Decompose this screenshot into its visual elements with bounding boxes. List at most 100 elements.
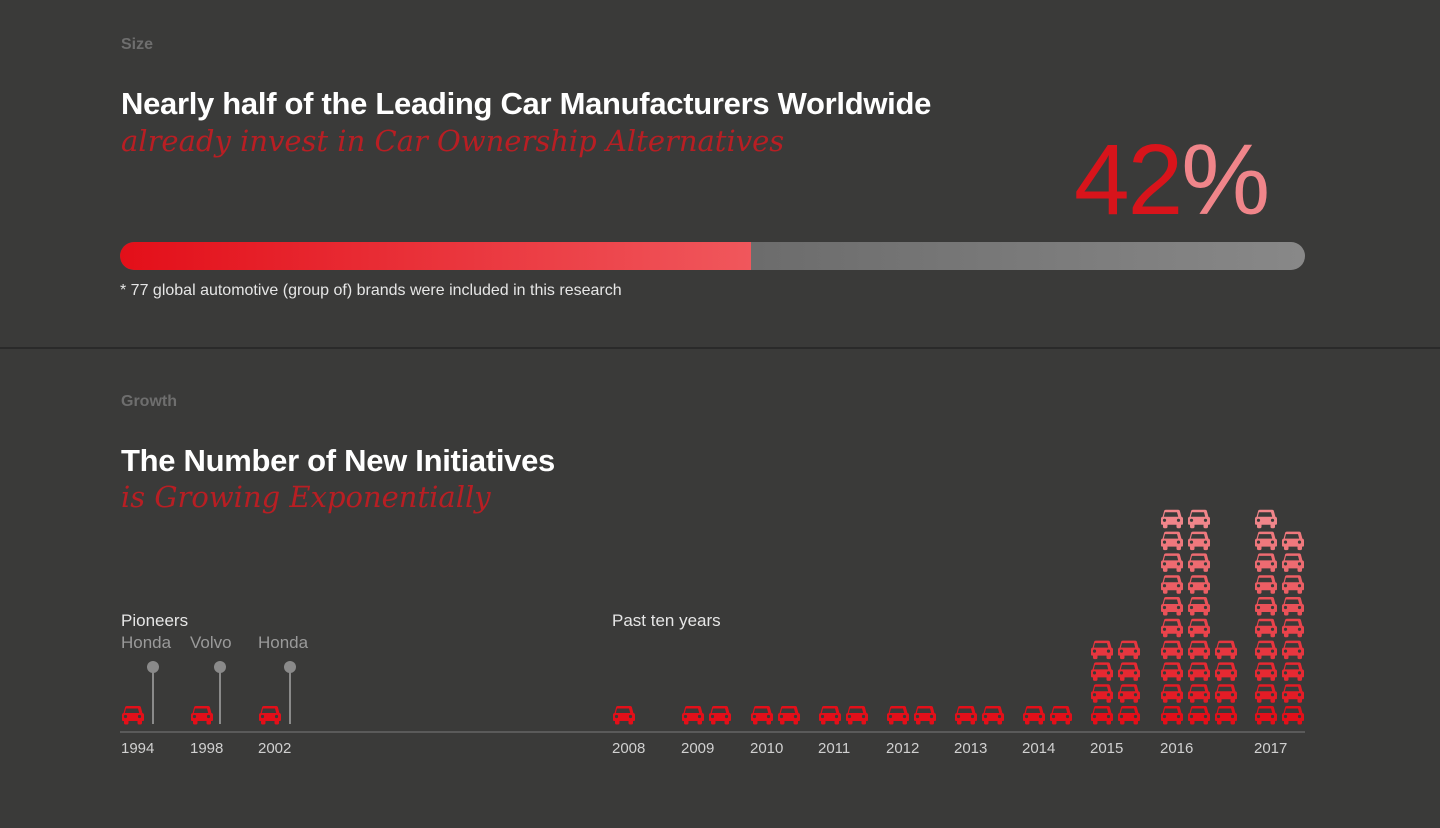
- car-icon: [1187, 662, 1211, 681]
- car-icon: [1281, 618, 1305, 638]
- car-icon: [1160, 705, 1184, 725]
- car-icon: [1214, 640, 1238, 660]
- car-icon: [1281, 553, 1305, 572]
- car-icon: [681, 705, 705, 725]
- tick-label-2014: 2014: [1022, 740, 1056, 757]
- tick-label-1994: 1994: [121, 740, 155, 757]
- size-subline: already invest in Car Ownership Alternat…: [121, 124, 785, 158]
- car-icon: [1160, 575, 1184, 594]
- car-icon: [1187, 640, 1211, 660]
- percent-number: 42: [1074, 124, 1183, 236]
- percent-figure: 42%: [1074, 130, 1270, 230]
- car-icon: [1187, 575, 1211, 594]
- car-icon: [121, 705, 145, 725]
- car-icon: [777, 705, 801, 725]
- car-icon: [1117, 662, 1141, 681]
- car-icon: [1117, 705, 1141, 725]
- car-icon: [1281, 640, 1305, 660]
- progress-bar-track: [120, 242, 1305, 270]
- car-icon: [1090, 662, 1114, 681]
- car-icon: [190, 705, 214, 725]
- tick-label-2009: 2009: [681, 740, 715, 757]
- car-icon: [1160, 531, 1184, 551]
- car-icon: [1254, 553, 1278, 572]
- pioneer-pin-dot: [284, 661, 296, 673]
- car-icon: [1187, 705, 1211, 725]
- tick-label-2016: 2016: [1160, 740, 1194, 757]
- tick-label-2010: 2010: [750, 740, 784, 757]
- car-icon: [1254, 531, 1278, 551]
- car-icon: [1254, 509, 1278, 529]
- car-icon: [258, 705, 282, 725]
- car-icon: [1281, 531, 1305, 551]
- car-icon: [1117, 684, 1141, 703]
- car-icon: [1160, 596, 1184, 616]
- car-icon: [1187, 531, 1211, 551]
- pioneer-brand-1994: Honda: [121, 633, 172, 652]
- tick-label-2012: 2012: [886, 740, 920, 757]
- car-icon: [612, 705, 636, 725]
- pioneer-pin-dot: [214, 661, 226, 673]
- car-icon: [1160, 684, 1184, 703]
- pioneer-brand-2002: Honda: [258, 633, 309, 652]
- tick-label-2017: 2017: [1254, 740, 1288, 757]
- growth-subline: is Growing Exponentially: [121, 480, 491, 514]
- section-divider: [0, 347, 1440, 349]
- car-icon: [1281, 662, 1305, 681]
- car-icon: [1254, 684, 1278, 703]
- tick-label-2011: 2011: [818, 740, 851, 757]
- car-icon: [1254, 705, 1278, 725]
- car-icon: [1281, 705, 1305, 725]
- timeline-axis: [120, 731, 1305, 733]
- car-icon: [981, 705, 1005, 725]
- car-icon: [1049, 705, 1073, 725]
- pioneers-label: Pioneers: [121, 611, 189, 630]
- pioneer-brand-1998: Volvo: [190, 633, 232, 652]
- car-icon: [1160, 509, 1184, 529]
- car-icon: [1281, 596, 1305, 616]
- car-icon: [1090, 684, 1114, 703]
- size-headline: Nearly half of the Leading Car Manufactu…: [121, 86, 932, 121]
- car-icon: [1281, 684, 1305, 703]
- growth-headline: The Number of New Initiatives: [121, 443, 555, 478]
- progress-bar-fill: [120, 242, 752, 270]
- percent-sign: %: [1181, 124, 1270, 236]
- car-icon: [1187, 509, 1211, 529]
- car-icon: [1254, 575, 1278, 594]
- tick-label-2002: 2002: [258, 740, 292, 757]
- pioneer-pin-dot: [147, 661, 159, 673]
- car-icon: [1090, 640, 1114, 660]
- car-icon: [886, 705, 910, 725]
- car-icon: [1160, 640, 1184, 660]
- growth-section-label: Growth: [121, 393, 177, 410]
- car-icon: [1160, 662, 1184, 681]
- car-icon: [1117, 640, 1141, 660]
- car-icon: [1187, 618, 1211, 638]
- car-icon: [954, 705, 978, 725]
- car-icon: [708, 705, 732, 725]
- car-icon: [1022, 705, 1046, 725]
- car-icon: [1187, 684, 1211, 703]
- tick-label-2013: 2013: [954, 740, 988, 757]
- research-footnote: * 77 global automotive (group of) brands…: [120, 282, 622, 299]
- car-icon: [1160, 618, 1184, 638]
- car-icon: [1160, 553, 1184, 572]
- car-icon: [1281, 575, 1305, 594]
- car-icon: [750, 705, 774, 725]
- car-icon: [1214, 684, 1238, 703]
- car-icon: [845, 705, 869, 725]
- car-icon: [1254, 618, 1278, 638]
- car-icon: [1214, 705, 1238, 725]
- car-icon: [1090, 705, 1114, 725]
- tick-label-2008: 2008: [612, 740, 646, 757]
- car-icon: [1187, 596, 1211, 616]
- tick-label-2015: 2015: [1090, 740, 1124, 757]
- car-icon: [1254, 596, 1278, 616]
- car-icon: [818, 705, 842, 725]
- past-ten-years-label: Past ten years: [612, 611, 721, 630]
- car-icon: [1187, 553, 1211, 572]
- tick-label-1998: 1998: [190, 740, 224, 757]
- car-icon: [913, 705, 937, 725]
- size-section-label: Size: [121, 36, 154, 53]
